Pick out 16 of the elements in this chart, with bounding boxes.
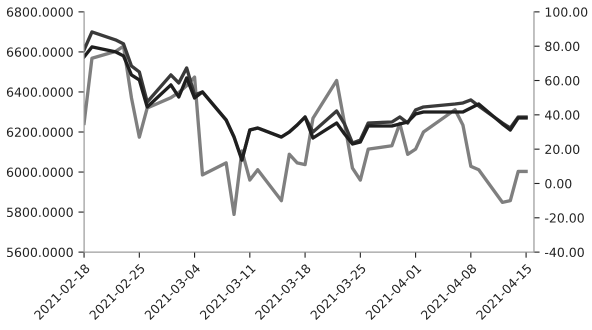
y2-tick-label: -40.00 — [545, 248, 584, 258]
y2-tick-label: 80.00 — [545, 42, 580, 52]
y-tick-label: 5800.0000 — [7, 208, 73, 218]
y-tick-label: 6600.0000 — [6, 47, 73, 57]
y-tick-label: 6400.0000 — [6, 87, 73, 97]
y-tick-label: 6000.0000 — [6, 168, 73, 177]
y2-tick-label: 0.00 — [545, 178, 572, 188]
y2-tick-label: 40.00 — [545, 110, 580, 120]
y2-tick-label: 20.00 — [545, 144, 580, 154]
y2-tick-label: -20.00 — [545, 213, 584, 223]
line-series — [84, 44, 528, 216]
y2-tick-label: 100.00 — [546, 7, 588, 17]
y-tick-label: 6200.0000 — [6, 127, 73, 137]
y-tick-label: 5600.0000 — [7, 248, 73, 258]
y-tick-label: 6800.0000 — [6, 7, 73, 17]
y2-tick-label: 60.00 — [545, 76, 580, 86]
